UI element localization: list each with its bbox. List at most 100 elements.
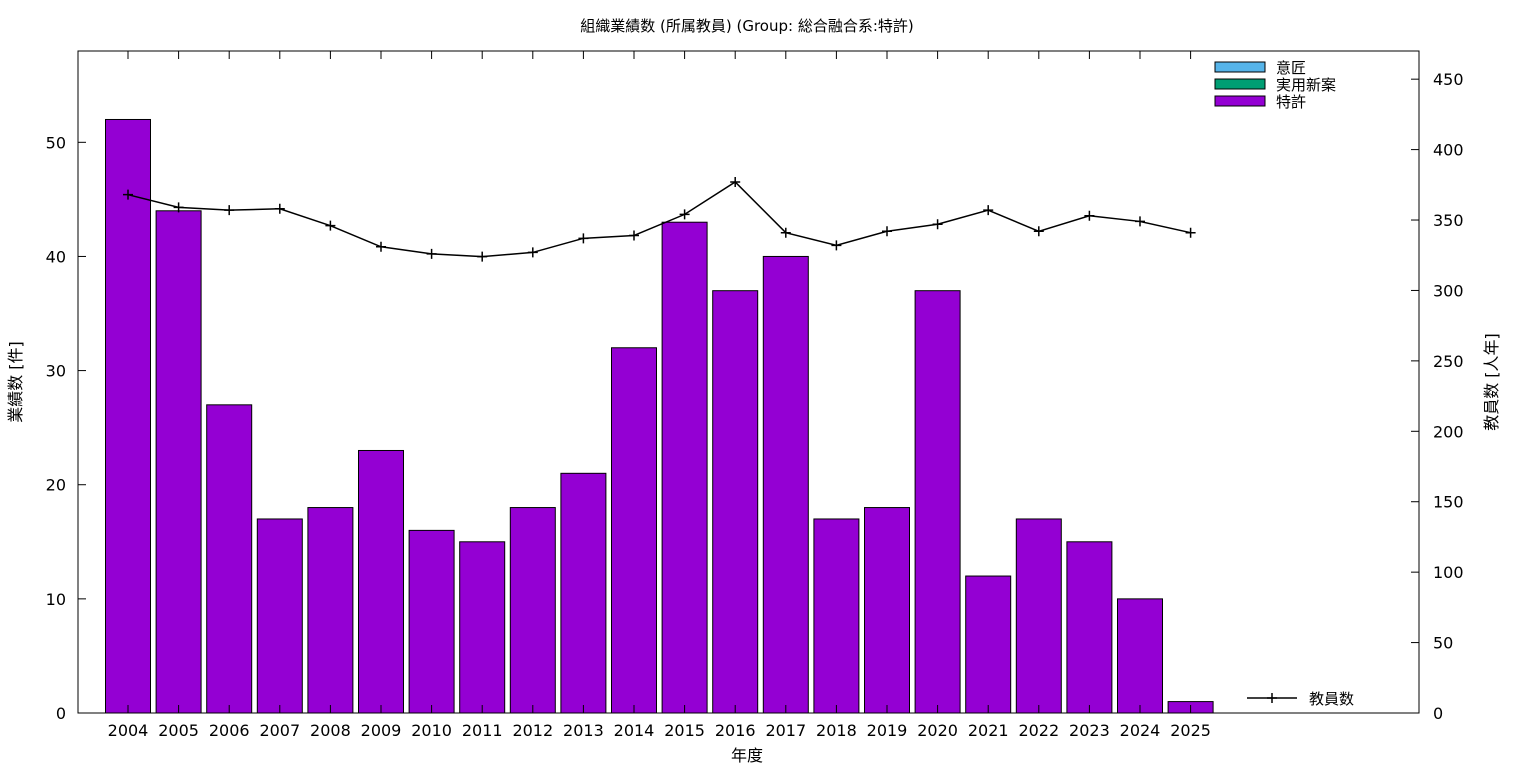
bar-特許-2020 [914, 290, 961, 714]
x-tick-label: 2005 [158, 721, 199, 740]
legend-line-marker [1267, 693, 1277, 703]
y2-tick-label: 300 [1433, 281, 1464, 300]
y2-tick-label: 150 [1433, 493, 1464, 512]
legend-swatch-意匠 [1214, 61, 1266, 73]
x-tick-label: 2025 [1170, 721, 1211, 740]
line-point-2018 [831, 240, 842, 251]
x-tick-label: 2023 [1069, 721, 1110, 740]
y-tick-label: 50 [46, 133, 66, 152]
bar-特許-2023 [1066, 541, 1113, 714]
line-point-2012 [527, 247, 538, 258]
x-tick-label: 2017 [765, 721, 806, 740]
y-tick-label: 20 [46, 476, 66, 495]
x-tick-label: 2012 [512, 721, 553, 740]
x-tick-label: 2004 [108, 721, 149, 740]
bar-特許-2017 [762, 255, 809, 714]
bar-特許-2012 [509, 507, 556, 714]
bar-特許-2014 [611, 347, 657, 714]
line-point-2015 [679, 209, 690, 220]
legend-label-教員数: 教員数 [1309, 690, 1354, 708]
bar-特許-2021 [965, 575, 1012, 714]
x-tick-label: 2014 [614, 721, 655, 740]
line-point-2020 [932, 219, 943, 230]
line-point-2025 [1185, 227, 1196, 238]
x-tick-label: 2007 [259, 721, 300, 740]
legend-label-実用新案: 実用新案 [1276, 76, 1336, 94]
bar-特許-2011 [459, 541, 506, 714]
y2-tick-label: 200 [1433, 422, 1464, 441]
y2-tick-label: 450 [1433, 70, 1464, 89]
bars-group [105, 118, 1214, 714]
y2-tick-label: 50 [1433, 634, 1453, 653]
y-tick-label: 40 [46, 247, 66, 266]
line-point-2024 [1135, 216, 1145, 227]
line-point-2017 [780, 227, 791, 238]
x-tick-label: 2018 [816, 721, 857, 740]
y2-tick-label: 400 [1433, 141, 1464, 160]
line-point-2014 [629, 230, 639, 241]
x-tick-label: 2022 [1018, 721, 1059, 740]
line-point-2008 [325, 220, 336, 231]
y-axis-label: 業績数 [件] [6, 341, 25, 423]
chart-title: 組織業績数 (所属教員) (Group: 総合融合系:特許) [580, 17, 914, 35]
x-tick-label: 2024 [1120, 721, 1161, 740]
bar-特許-2006 [206, 404, 253, 714]
x-tick-label: 2006 [209, 721, 250, 740]
bar-特許-2016 [712, 290, 759, 714]
x-tick-label: 2021 [968, 721, 1009, 740]
line-point-2005 [173, 202, 184, 213]
x-axis-label: 年度 [731, 746, 763, 765]
y2-tick-label: 0 [1433, 704, 1443, 723]
line-point-2009 [376, 241, 386, 252]
y-tick-label: 30 [46, 362, 66, 381]
x-tick-label: 2019 [867, 721, 908, 740]
bar-特許-2007 [256, 518, 303, 714]
bar-特許-2024 [1117, 598, 1163, 714]
bar-特許-2015 [661, 221, 708, 714]
axes-group: 0 10 20 30 40 50 0 50 100 150 200 250 300 350 400 450 20… [46, 51, 1464, 740]
x-tick-label: 2016 [715, 721, 756, 740]
line-point-2004 [123, 189, 133, 200]
line-point-2021 [983, 205, 994, 216]
line-point-2019 [882, 226, 892, 237]
bar-特許-2005 [155, 210, 202, 714]
y2-tick-label: 250 [1433, 352, 1464, 371]
bar-特許-2004 [105, 118, 151, 714]
legend-swatch-特許 [1214, 95, 1266, 107]
bar-特許-2010 [408, 529, 455, 714]
line-point-2016 [730, 176, 741, 187]
line-point-2007 [274, 203, 285, 214]
legend-swatch-実用新案 [1214, 78, 1266, 90]
y2-tick-label: 350 [1433, 211, 1464, 230]
y-tick-label: 10 [46, 590, 66, 609]
x-tick-label: 2013 [563, 721, 604, 740]
line-point-2006 [224, 205, 235, 216]
bar-特許-2008 [307, 507, 354, 714]
bar-特許-2022 [1015, 518, 1062, 714]
y2-tick-label: 100 [1433, 563, 1464, 582]
bar-特許-2018 [813, 518, 860, 714]
line-point-2011 [477, 251, 488, 262]
x-tick-label: 2010 [411, 721, 452, 740]
plot-frame [77, 50, 1420, 714]
line-point-2010 [426, 248, 437, 259]
x-tick-label: 2020 [917, 721, 958, 740]
y2-axis-label: 教員数 [人年] [1482, 333, 1501, 431]
x-tick-label: 2011 [462, 721, 503, 740]
bar-特許-2013 [560, 472, 607, 714]
line-series-group [123, 176, 1196, 262]
line-point-2023 [1084, 210, 1095, 221]
x-tick-label: 2009 [361, 721, 402, 740]
bar-特許-2009 [358, 449, 404, 714]
bar-特許-2019 [864, 507, 910, 714]
line-point-2022 [1033, 226, 1044, 237]
x-tick-label: 2008 [310, 721, 351, 740]
y-tick-label: 0 [56, 704, 66, 723]
legend-label-意匠: 意匠 [1276, 59, 1306, 77]
x-tick-label: 2015 [664, 721, 705, 740]
line-教員数 [127, 181, 1191, 258]
legend-label-特許: 特許 [1276, 93, 1306, 111]
